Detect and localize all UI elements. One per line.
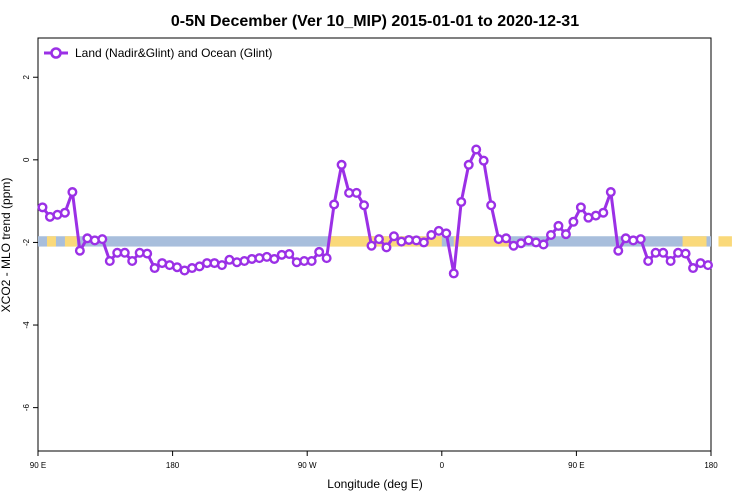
x-tick-label: 180 (166, 461, 180, 470)
data-point (538, 239, 549, 250)
data-point (688, 263, 699, 274)
data-point (658, 247, 669, 258)
data-point (501, 233, 512, 244)
data-point (478, 155, 489, 166)
legend: Land (Nadir&Glint) and Ocean (Glint) (44, 46, 272, 60)
x-axis-label: Longitude (deg E) (327, 477, 422, 491)
data-point (388, 231, 399, 242)
land-band-segment (64, 236, 77, 247)
data-point (471, 144, 482, 155)
data-point (321, 253, 332, 264)
data-point (373, 234, 384, 245)
data-point (59, 207, 70, 218)
data-point (568, 216, 579, 227)
data-point (74, 245, 85, 256)
data-point (560, 229, 571, 240)
land-band-segment (682, 236, 707, 247)
land-band-segment (46, 236, 56, 247)
data-point (486, 200, 497, 211)
data-point (643, 256, 654, 267)
data-point (269, 253, 280, 264)
x-tick-label: 90 E (30, 461, 46, 470)
data-point (381, 242, 392, 253)
data-point (598, 207, 609, 218)
data-point (456, 196, 467, 207)
legend-marker-icon (50, 47, 62, 59)
axes: 90 E 180 90 W 0 90 E 180 2 0 -2 -4 -6 (22, 74, 718, 470)
data-point (336, 159, 347, 170)
data-point (553, 220, 564, 231)
data-point (127, 256, 138, 267)
data-point (351, 187, 362, 198)
data-point (329, 199, 340, 210)
data-point (605, 187, 616, 198)
data-point (665, 256, 676, 267)
legend-label: Land (Nadir&Glint) and Ocean (Glint) (75, 46, 272, 60)
data-point (314, 246, 325, 257)
data-point (67, 187, 78, 198)
data-point (119, 247, 130, 258)
data-point (448, 268, 459, 279)
data-point (463, 159, 474, 170)
data-point (635, 234, 646, 245)
data-point (703, 260, 714, 271)
data-point (142, 248, 153, 259)
y-tick-label: -2 (22, 238, 31, 246)
data-point (284, 248, 295, 259)
x-tick-label: 90 W (298, 461, 317, 470)
data-point (149, 263, 160, 274)
data-point (680, 248, 691, 259)
data-point (426, 230, 437, 241)
data-series (37, 144, 714, 279)
x-tick-label: 180 (704, 461, 718, 470)
data-point (418, 237, 429, 248)
data-point (613, 245, 624, 256)
y-tick-label: -4 (22, 321, 31, 329)
x-tick-label: 0 (440, 461, 445, 470)
data-point (545, 230, 556, 241)
chart-title: 0-5N December (Ver 10_MIP) 2015-01-01 to… (171, 13, 579, 30)
y-axis-label: XCO2 - MLO trend (ppm) (0, 178, 13, 313)
data-point (441, 228, 452, 239)
y-tick-label: 0 (22, 157, 31, 162)
data-point (216, 260, 227, 271)
y-tick-label: 2 (22, 74, 31, 79)
data-point (104, 256, 115, 267)
land-band-segment (328, 236, 442, 247)
data-point (366, 240, 377, 251)
x-tick-label: 90 E (568, 461, 584, 470)
land-band-segment (453, 236, 510, 247)
data-point (306, 256, 317, 267)
data-point (97, 234, 108, 245)
y-tick-label: -6 (22, 404, 31, 412)
land-band-segment (718, 236, 732, 247)
data-point (359, 200, 370, 211)
data-point (37, 202, 48, 213)
data-point (575, 202, 586, 213)
